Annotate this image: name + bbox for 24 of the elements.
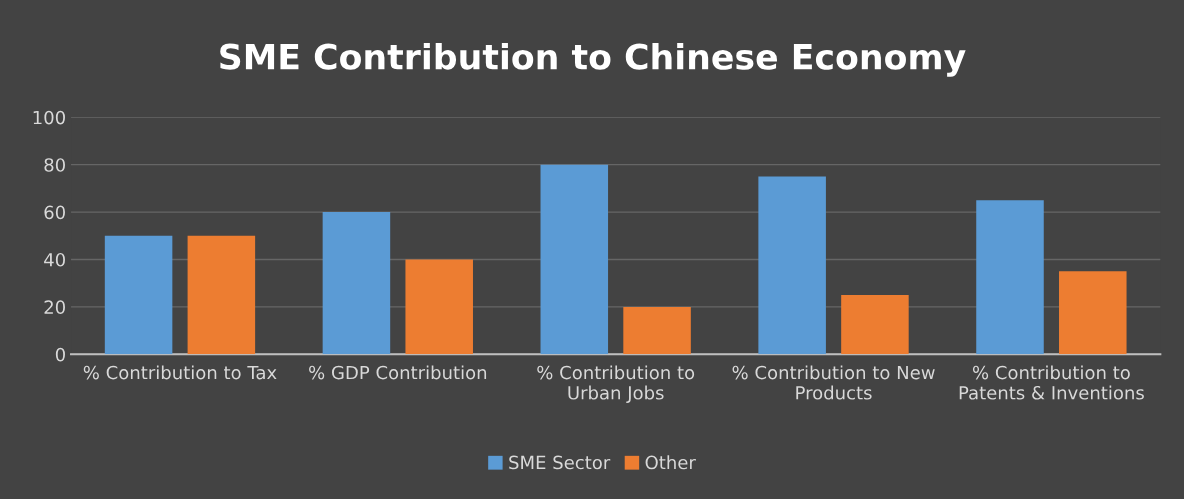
- bar: [1059, 271, 1127, 355]
- legend-label: Other: [645, 455, 696, 470]
- legend-label: SME Sector: [509, 455, 611, 470]
- x-tick-label: % Contribution to New Products: [732, 365, 935, 400]
- y-tick-label: 40: [44, 252, 65, 267]
- bar: [322, 212, 391, 355]
- bar: [405, 259, 473, 355]
- bar: [758, 176, 826, 355]
- x-tick-label: % GDP Contribution: [309, 365, 487, 380]
- bar: [976, 200, 1044, 355]
- y-tick-label: 80: [44, 158, 65, 172]
- y-tick-label: 60: [44, 205, 65, 220]
- x-tick-label: % Contribution to Patents & Inventions: [959, 365, 1144, 400]
- bar: [104, 235, 173, 355]
- x-tick-label: % Contribution to Urban Jobs: [537, 365, 695, 403]
- x-tick-label: % Contribution to Tax: [83, 365, 277, 380]
- y-tick-label: 100: [33, 110, 65, 125]
- y-tick-label: 0: [55, 347, 65, 362]
- chart-title: SME Contribution to Chinese Economy: [220, 42, 966, 77]
- y-tick-label: 20: [44, 300, 65, 314]
- bar: [540, 164, 609, 355]
- bar: [187, 235, 256, 355]
- bar: [841, 295, 909, 355]
- bar: [623, 306, 691, 355]
